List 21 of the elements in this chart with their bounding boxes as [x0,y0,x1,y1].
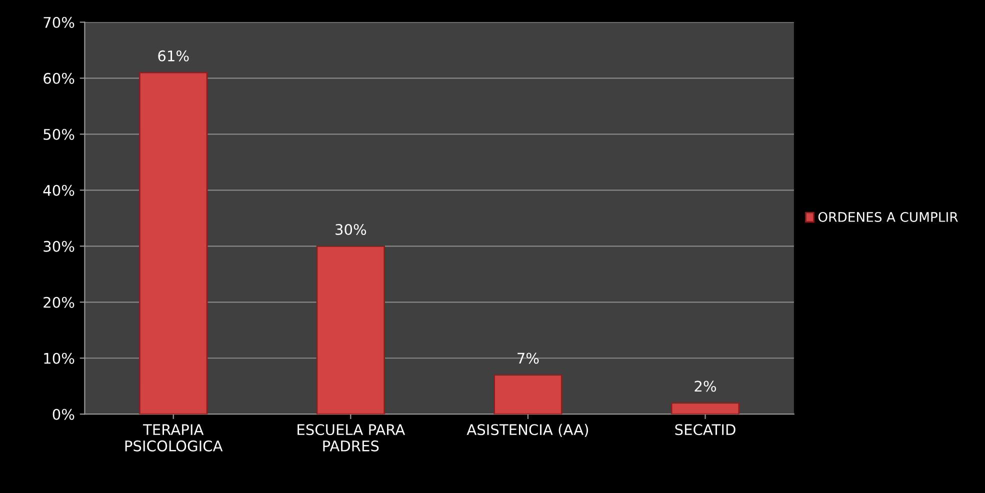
data-label: 30% [336,224,366,235]
x-tick-label: TERAPIA PSICOLOGICA [125,424,223,452]
bar [494,374,562,414]
y-tick-label: 70% [44,16,74,28]
y-tick-label: 30% [44,240,74,252]
y-tick-label: 40% [43,184,74,196]
y-tick-label: 20% [44,296,74,308]
data-label: 61% [158,50,189,62]
bar [316,245,386,414]
data-label: 2% [694,380,716,392]
x-tick-label: ESCUELA PARA PADRES [298,424,406,452]
x-tick-label: SECATID [675,424,736,436]
x-tick-label: ASISTENCIA (AA) [466,424,588,437]
legend-label: ORDENES A CUMPLIR [818,212,958,222]
bar [138,72,208,414]
y-tick-label: 10% [44,352,74,364]
y-tick-label: 60% [44,72,74,84]
bar [670,402,740,414]
y-tick-label: 50% [44,128,74,140]
y-tick-label: 0% [52,408,74,420]
data-label: 7% [518,352,539,364]
